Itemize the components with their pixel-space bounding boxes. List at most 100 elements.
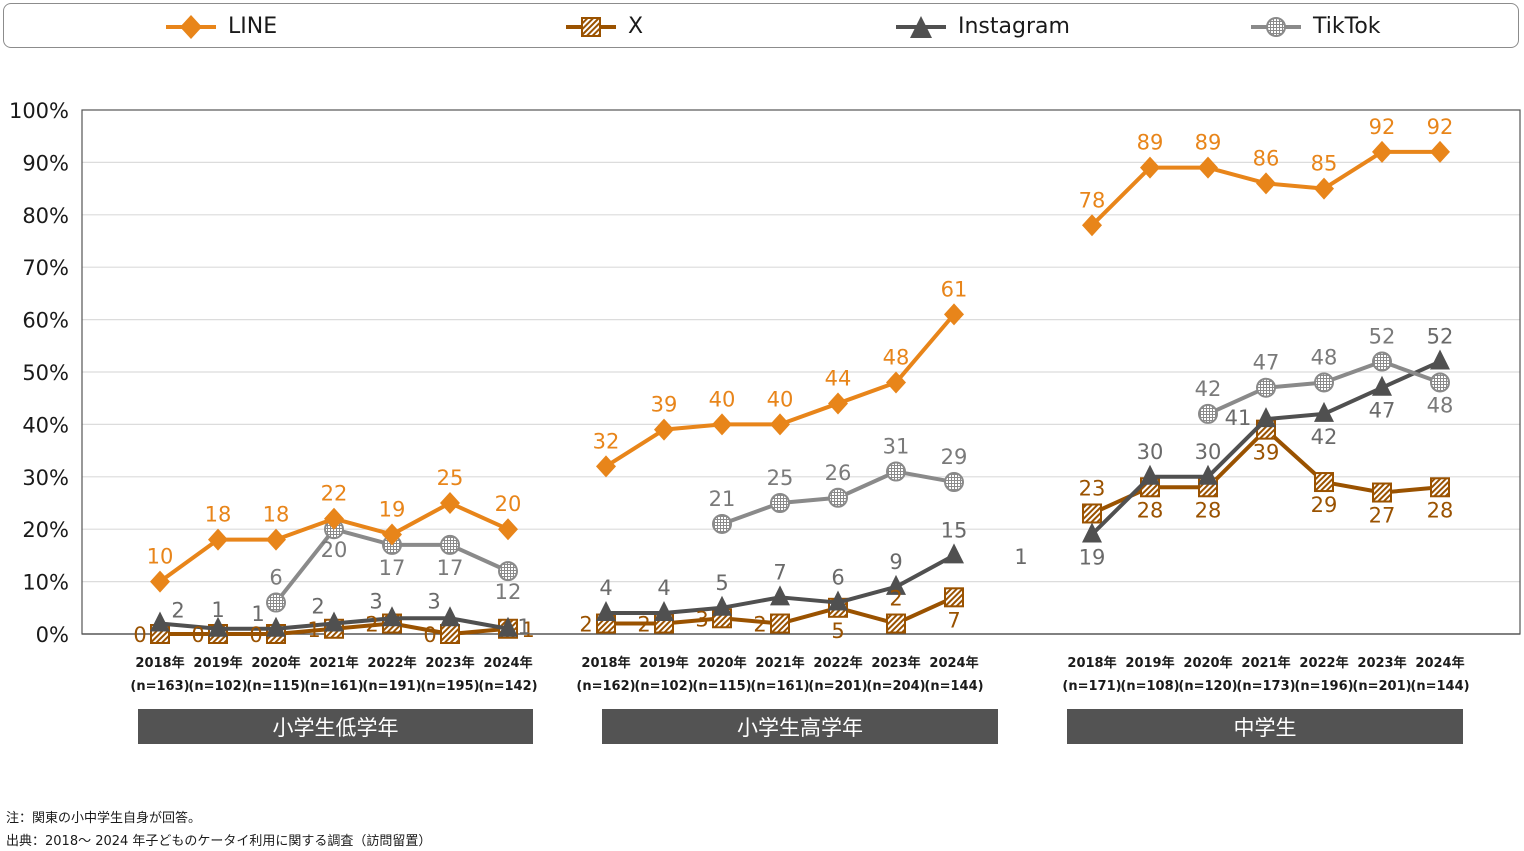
line-point: [382, 523, 402, 546]
x-tick-label: 2018年: [135, 655, 184, 671]
legend-item-x: X: [564, 4, 643, 49]
data-label: 30: [1137, 440, 1164, 464]
data-label: 32: [593, 429, 620, 453]
x-tick-sample-size: (n=108): [1120, 679, 1179, 694]
series-layer: [150, 140, 1450, 644]
data-label: 39: [1253, 441, 1280, 465]
y-tick-label: 80%: [22, 204, 69, 228]
group-label-upper-elementary: 小学生高学年: [602, 709, 998, 744]
line-point: [596, 455, 616, 478]
data-label: 2: [889, 587, 902, 611]
tiktok-point: [886, 461, 906, 482]
x-tick-sample-size: (n=191): [362, 679, 421, 694]
tiktok-point: [944, 472, 964, 493]
y-tick-label: 70%: [22, 256, 69, 280]
tiktok-point: [1256, 377, 1276, 398]
x-point: [770, 613, 790, 634]
x-tick-sample-size: (n=102): [188, 679, 247, 694]
y-tick-label: 20%: [22, 518, 69, 542]
line-point: [324, 507, 344, 530]
instagram-point: [770, 585, 790, 606]
data-label: 1: [251, 602, 264, 626]
instagram-point: [654, 601, 674, 622]
data-label: 61: [941, 277, 968, 301]
x-tick-label: 2021年: [309, 655, 358, 671]
y-tick-label: 40%: [22, 413, 69, 437]
x-tick-sample-size: (n=115): [246, 679, 305, 694]
data-label: 52: [1369, 325, 1396, 349]
line-point: [828, 392, 848, 415]
data-label: 4: [599, 576, 612, 600]
data-label: 40: [709, 387, 736, 411]
y-tick-label: 10%: [22, 571, 69, 595]
data-label: 2: [365, 613, 378, 637]
x-tick-label: 2022年: [1299, 655, 1348, 671]
data-label: 5: [715, 571, 728, 595]
data-label: 86: [1253, 146, 1280, 170]
data-label: 42: [1195, 377, 1222, 401]
data-label: 3: [427, 589, 440, 613]
data-label: 30: [1195, 440, 1222, 464]
y-tick-label: 90%: [22, 151, 69, 175]
legend-label: TikTok: [1313, 14, 1381, 39]
x-tick-sample-size: (n=201): [1352, 679, 1411, 694]
data-label: 10: [147, 545, 174, 569]
instagram-point: [1430, 349, 1450, 370]
data-label: 3: [369, 589, 382, 613]
x-tick-sample-size: (n=173): [1236, 679, 1295, 694]
x-tick-sample-size: (n=144): [924, 679, 983, 694]
line-point: [150, 570, 170, 593]
x-point: [1082, 503, 1102, 524]
x-point: [1430, 477, 1450, 498]
x-tick-sample-size: (n=195): [420, 679, 479, 694]
y-tick-label: 60%: [22, 309, 69, 333]
instagram-point: [498, 616, 518, 637]
data-label: 39: [651, 393, 678, 417]
line-point: [1140, 156, 1160, 179]
x-tick-label: 2022年: [367, 655, 416, 671]
y-tick-label: 100%: [9, 99, 69, 123]
x-tick-label: 2020年: [251, 655, 300, 671]
data-label: 31: [883, 435, 910, 459]
data-label: 17: [379, 556, 406, 580]
x-tick-label: 2024年: [929, 655, 978, 671]
data-label: 92: [1427, 115, 1454, 139]
data-label: 18: [263, 503, 290, 527]
x-tick-label: 2019年: [193, 655, 242, 671]
line-point: [770, 413, 790, 436]
data-label: 47: [1369, 399, 1396, 423]
x-tick-sample-size: (n=162): [576, 679, 635, 694]
data-label: 48: [1311, 345, 1338, 369]
data-label: 3: [695, 607, 708, 631]
gridlines: [82, 161, 1520, 635]
data-label: 42: [1311, 425, 1338, 449]
data-label: 1: [211, 598, 224, 622]
instagram-point: [944, 543, 964, 564]
data-label: 26: [825, 461, 852, 485]
line-point: [266, 528, 286, 551]
x-tick-sample-size: (n=144): [1410, 679, 1469, 694]
data-label: 52: [1427, 325, 1454, 349]
data-label: 40: [767, 387, 794, 411]
tiktok-point: [498, 561, 518, 582]
tiktok-point: [712, 513, 732, 534]
x-tick-label: 2020年: [1183, 655, 1232, 671]
x-tick-label: 2023年: [871, 655, 920, 671]
data-label: 29: [1311, 493, 1338, 517]
tiktok-point: [828, 487, 848, 508]
line-point: [886, 371, 906, 394]
data-label: 0: [133, 623, 146, 647]
instagram-point: [440, 606, 460, 627]
data-label: 48: [1427, 393, 1454, 417]
legend-item-line: LINE: [164, 4, 277, 49]
instagram-point: [266, 616, 286, 637]
x-tick-sample-size: (n=142): [478, 679, 537, 694]
x-tick-label: 2018年: [581, 655, 630, 671]
x-tick-label: 2024年: [1415, 655, 1464, 671]
line-point: [944, 303, 964, 326]
data-label: 25: [437, 466, 464, 490]
line-point: [440, 492, 460, 514]
data-label: 29: [941, 445, 968, 469]
data-label: 1: [521, 618, 534, 642]
